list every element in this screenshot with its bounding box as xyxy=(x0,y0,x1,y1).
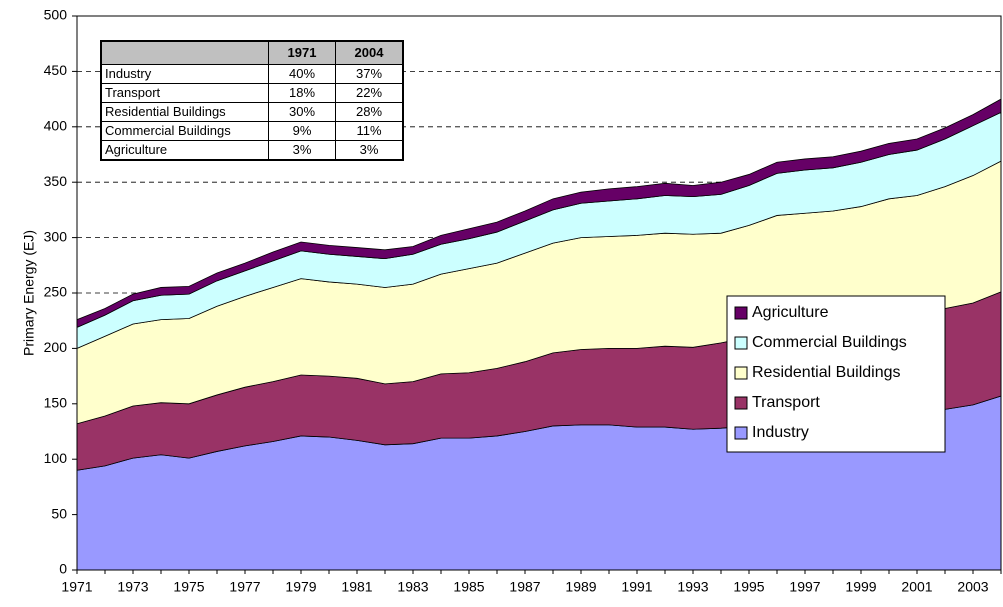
x-tick-label: 1979 xyxy=(285,579,316,595)
table-cell: 28% xyxy=(335,102,404,122)
legend-label: Commercial Buildings xyxy=(752,334,907,351)
table-row: Commercial Buildings 9% 11% xyxy=(100,121,404,141)
legend-swatch xyxy=(734,336,748,350)
table-cell: Residential Buildings xyxy=(100,102,269,122)
share-table: 1971 2004 Industry 40% 37% Transport 18% 22% Res… xyxy=(100,40,404,161)
table-cell: Industry xyxy=(100,64,269,84)
table-cell: 1971 xyxy=(268,40,336,65)
table-cell: 22% xyxy=(335,83,404,103)
x-tick-label: 1977 xyxy=(229,579,260,595)
legend-swatch xyxy=(734,426,748,440)
x-tick-label: 1989 xyxy=(565,579,596,595)
y-tick-label: 350 xyxy=(44,173,68,189)
y-tick-label: 450 xyxy=(44,62,68,78)
table-cell: 37% xyxy=(335,64,404,84)
x-tick-label: 1991 xyxy=(621,579,652,595)
y-tick-label: 50 xyxy=(51,505,67,521)
legend-swatch xyxy=(734,396,748,410)
table-cell: 3% xyxy=(335,140,404,161)
y-tick-label: 150 xyxy=(44,395,68,411)
y-tick-label: 0 xyxy=(59,561,67,577)
x-tick-label: 1993 xyxy=(677,579,708,595)
x-tick-label: 2003 xyxy=(957,579,988,595)
x-tick-label: 1981 xyxy=(341,579,372,595)
table-cell: 3% xyxy=(268,140,336,161)
x-tick-label: 1985 xyxy=(453,579,484,595)
table-cell: 9% xyxy=(268,121,336,141)
legend-label: Residential Buildings xyxy=(752,364,901,381)
x-tick-label: 1973 xyxy=(117,579,148,595)
table-row: Industry 40% 37% xyxy=(100,64,404,84)
table-cell xyxy=(100,40,269,65)
y-tick-label: 100 xyxy=(44,450,68,466)
table-cell: Transport xyxy=(100,83,269,103)
x-tick-label: 1971 xyxy=(61,579,92,595)
y-tick-label: 250 xyxy=(44,284,68,300)
table-cell: 30% xyxy=(268,102,336,122)
y-tick-label: 300 xyxy=(44,228,68,244)
y-axis-label: Primary Energy (EJ) xyxy=(21,230,37,356)
x-tick-label: 1997 xyxy=(789,579,820,595)
legend-label: Transport xyxy=(752,394,820,411)
table-cell: 11% xyxy=(335,121,404,141)
table-cell: Agriculture xyxy=(100,140,269,161)
legend-swatch xyxy=(734,306,748,320)
y-tick-label: 200 xyxy=(44,339,68,355)
legend-label: Industry xyxy=(752,424,809,441)
table-row: Agriculture 3% 3% xyxy=(100,140,404,161)
plot-frame xyxy=(76,15,1002,571)
x-tick-label: 2001 xyxy=(901,579,932,595)
table-row: Residential Buildings 30% 28% xyxy=(100,102,404,122)
table-cell: 40% xyxy=(268,64,336,84)
x-tick-label: 1995 xyxy=(733,579,764,595)
table-header: 1971 2004 xyxy=(100,40,404,65)
table-cell: 18% xyxy=(268,83,336,103)
x-tick-label: 1975 xyxy=(173,579,204,595)
x-tick-label: 1999 xyxy=(845,579,876,595)
y-tick-label: 400 xyxy=(44,118,68,134)
x-tick-label: 1987 xyxy=(509,579,540,595)
table-cell: 2004 xyxy=(335,40,404,65)
table-row: Transport 18% 22% xyxy=(100,83,404,103)
legend-box xyxy=(726,295,946,453)
y-tick-label: 500 xyxy=(44,7,68,23)
table-cell: Commercial Buildings xyxy=(100,121,269,141)
legend-label: Agriculture xyxy=(752,304,829,321)
legend-swatch xyxy=(734,366,748,380)
x-tick-label: 1983 xyxy=(397,579,428,595)
